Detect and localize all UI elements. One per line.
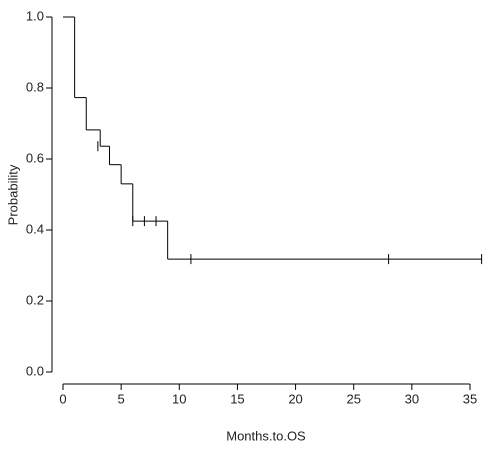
x-tick-label: 5 bbox=[118, 391, 125, 406]
y-tick-label: 0.6 bbox=[26, 150, 44, 165]
x-tick-label: 0 bbox=[59, 391, 66, 406]
x-tick-label: 15 bbox=[230, 391, 244, 406]
x-tick-label: 25 bbox=[346, 391, 360, 406]
x-tick-label: 35 bbox=[463, 391, 477, 406]
y-tick-label: 0.2 bbox=[26, 292, 44, 307]
y-tick-label: 0.8 bbox=[26, 79, 44, 94]
x-tick-label: 10 bbox=[172, 391, 186, 406]
y-tick-label: 0.0 bbox=[26, 363, 44, 378]
x-tick-label: 20 bbox=[288, 391, 302, 406]
y-tick-label: 0.4 bbox=[26, 221, 44, 236]
x-tick-label: 30 bbox=[405, 391, 419, 406]
y-axis-title: Probability bbox=[5, 164, 20, 225]
y-tick-label: 1.0 bbox=[26, 8, 44, 23]
x-axis-title: Months.to.OS bbox=[226, 428, 306, 443]
